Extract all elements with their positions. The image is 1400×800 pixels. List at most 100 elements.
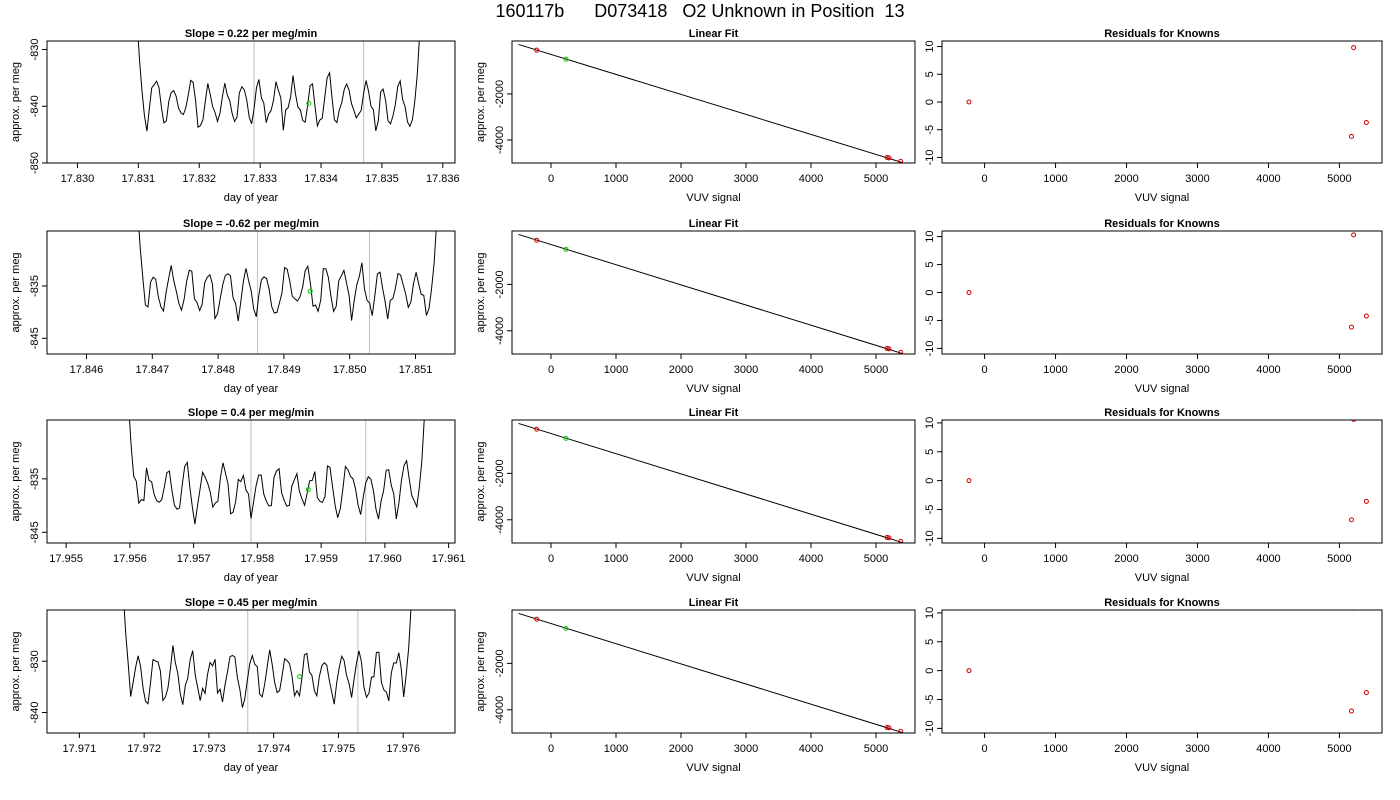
unknown-point [563, 435, 569, 441]
x-tick-label: 17.836 [426, 173, 460, 185]
known-point [898, 538, 904, 543]
known-point [966, 290, 972, 295]
x-tick-label: 17.849 [267, 364, 301, 376]
plot-frame [511, 230, 916, 355]
x-tick-label: 5000 [1327, 364, 1351, 376]
x-tick-label: 0 [982, 743, 988, 755]
panel-time-series-1: Slope = 0.22 per meg/min 17.830 17.831 17.8… [10, 28, 460, 204]
x-tick-label: 5000 [864, 743, 888, 755]
x-tick-label: 1000 [604, 553, 628, 565]
fit-line [518, 43, 903, 163]
x-tick-label: 17.835 [365, 173, 399, 185]
x-axis-label: day of year [224, 572, 279, 584]
x-axis-label: VUV signal [686, 762, 740, 774]
x-axis-label: VUV signal [1135, 383, 1189, 395]
x-tick-label: 2000 [669, 553, 693, 565]
plot-frame [511, 609, 916, 734]
unknown-point [297, 674, 303, 680]
plot-area [138, 231, 437, 354]
y-tick-label: -4000 [494, 126, 506, 154]
x-tick-label: 5000 [864, 553, 888, 565]
known-point [898, 349, 904, 354]
x-tick-label: 17.848 [201, 364, 235, 376]
fit-line [518, 233, 903, 354]
known-point [1348, 517, 1354, 523]
x-tick-label: 17.850 [333, 364, 367, 376]
x-tick-label: 17.830 [61, 173, 95, 185]
x-tick-label: 0 [548, 173, 554, 185]
known-point [1363, 120, 1369, 126]
x-axis-label: VUV signal [1135, 192, 1189, 204]
panel-linear-fit-1: Linear Fit 0 1000 2000 3000 4000 5000 VUV signa… [475, 28, 916, 204]
x-axis-label: day of year [224, 762, 279, 774]
known-point [886, 155, 892, 161]
x-tick-label: 1000 [1043, 173, 1067, 185]
x-tick-label: 17.959 [304, 553, 338, 565]
y-tick-label: -2000 [494, 270, 506, 298]
known-point [886, 535, 892, 541]
panel-linear-fit-3: Linear Fit 0 1000 2000 3000 4000 5000 VUV signa… [475, 407, 916, 584]
x-tick-label: 17.974 [257, 743, 291, 755]
known-point [1363, 313, 1369, 319]
y-tick-label: 0 [924, 478, 936, 484]
y-tick-label: -840 [29, 95, 41, 117]
x-axis-label: VUV signal [1135, 572, 1189, 584]
x-tick-label: 17.957 [177, 553, 211, 565]
x-tick-label: 17.832 [182, 173, 216, 185]
panel-title: Linear Fit [689, 28, 739, 40]
plot-area [966, 610, 1369, 714]
plot-frame [941, 609, 1383, 734]
y-tick-label: 10 [924, 230, 936, 242]
panel-title: Slope = -0.62 per meg/min [183, 218, 319, 230]
fit-line [518, 422, 903, 543]
x-tick-label: 17.972 [127, 743, 161, 755]
x-tick-label: 0 [548, 743, 554, 755]
known-point [898, 158, 904, 163]
y-axis-label: approx. per meg [475, 252, 487, 332]
x-tick-label: 0 [548, 553, 554, 565]
y-tick-label: -2000 [494, 459, 506, 487]
known-point [966, 478, 972, 484]
x-axis-label: VUV signal [686, 192, 740, 204]
known-point [534, 616, 540, 622]
x-tick-label: 3000 [1185, 743, 1209, 755]
x-tick-label: 17.834 [304, 173, 338, 185]
x-tick-label: 4000 [799, 553, 823, 565]
x-tick-label: 3000 [1185, 173, 1209, 185]
plot-area [518, 612, 904, 733]
panel-linear-fit-4: Linear Fit 0 1000 2000 3000 4000 5000 VUV signa… [475, 597, 916, 774]
x-tick-label: 3000 [734, 173, 758, 185]
y-tick-label: -4000 [494, 506, 506, 534]
panel-title: Residuals for Knowns [1104, 28, 1220, 40]
fit-line [518, 612, 903, 733]
x-tick-label: 17.955 [49, 553, 83, 565]
plot-area [518, 422, 904, 543]
plot-area [123, 610, 412, 733]
y-tick-label: -840 [29, 701, 41, 723]
plot-frame [941, 230, 1383, 355]
panel-residuals-2: Residuals for Knowns 0 1000 2000 3000 4000 500… [924, 218, 1383, 395]
x-tick-label: 4000 [1256, 173, 1280, 185]
y-tick-label: -845 [29, 327, 41, 349]
x-tick-label: 17.851 [399, 364, 433, 376]
known-point [534, 237, 540, 243]
plot-frame [46, 40, 456, 164]
plot-area [966, 420, 1369, 523]
x-tick-label: 2000 [669, 173, 693, 185]
y-tick-label: -5 [924, 505, 936, 515]
plot-frame [46, 419, 456, 544]
y-tick-label: 10 [924, 607, 936, 619]
panel-title: Residuals for Knowns [1104, 218, 1220, 230]
y-tick-label: 5 [924, 261, 936, 267]
y-tick-label: -830 [29, 650, 41, 672]
y-axis-label: approx. per meg [10, 631, 22, 711]
plot-frame [46, 230, 456, 355]
x-tick-label: 17.846 [70, 364, 104, 376]
plot-frame [46, 609, 456, 734]
known-point [966, 99, 972, 105]
known-point [1348, 133, 1354, 139]
plot-area [518, 233, 904, 354]
known-point [1363, 690, 1369, 696]
known-point [1351, 232, 1357, 238]
x-tick-label: 17.958 [241, 553, 275, 565]
